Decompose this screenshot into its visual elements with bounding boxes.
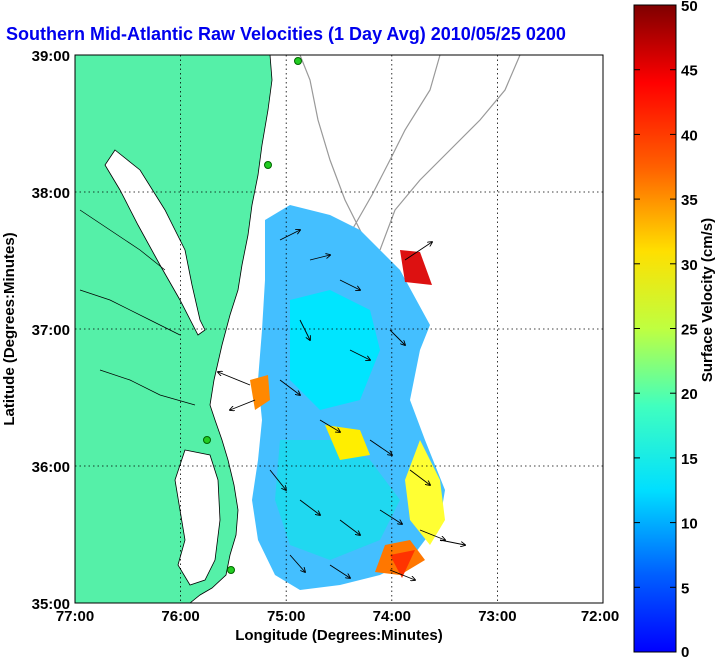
x-tick-label: 77:00: [56, 608, 94, 625]
x-tick-label: 73:00: [478, 608, 516, 625]
y-tick-label: 36:00: [32, 459, 70, 476]
x-tick-label: 74:00: [373, 608, 411, 625]
colorbar-tick-label: 45: [681, 63, 698, 80]
colorbar-tick-label: 25: [681, 322, 698, 339]
colorbar-tick-label: 10: [681, 516, 698, 533]
y-axis-label: Latitude (Degrees:Minutes): [1, 232, 18, 425]
colorbar-tick-label: 50: [681, 0, 698, 15]
sound-water: [174, 449, 221, 586]
grid-lines: [75, 55, 603, 603]
x-tick-label: 75:00: [267, 608, 305, 625]
colorbar-label: Surface Velocity (cm/s): [699, 218, 716, 382]
x-axis-label: Longitude (Degrees:Minutes): [235, 627, 443, 644]
velocity-vectors: [218, 230, 465, 580]
colorbar-tick-label: 15: [681, 451, 698, 468]
y-tick-label: 35:00: [32, 596, 70, 613]
colorbar: 50 45 40 35 30 25 20 15 10 5 0 Surface V…: [633, 0, 716, 659]
map-title: Southern Mid-Atlantic Raw Velocities (1 …: [6, 24, 566, 44]
x-tick-label: 72:00: [581, 608, 619, 625]
y-tick-label: 39:00: [32, 48, 70, 65]
station-markers: [203, 57, 302, 574]
y-tick-label: 38:00: [32, 185, 70, 202]
x-tick-label: 76:00: [161, 608, 199, 625]
velocity-field: [250, 205, 445, 590]
colorbar-tick-label: 5: [681, 580, 689, 597]
colorbar-gradient: [633, 4, 677, 653]
bay-water: [104, 149, 206, 336]
colorbar-tick-label: 35: [681, 192, 698, 209]
colorbar-tick-label: 0: [681, 644, 689, 659]
y-tick-label: 37:00: [32, 322, 70, 339]
colorbar-tick-label: 20: [681, 386, 698, 403]
river-water: [79, 209, 196, 406]
y-axis: 39:00 38:00 37:00 36:00 35:00 Latitude (…: [1, 48, 70, 613]
colorbar-tick-label: 40: [681, 127, 698, 144]
colorbar-tick-label: 30: [681, 257, 698, 274]
x-axis: 77:00 76:00 75:00 74:00 73:00 72:00 Long…: [56, 608, 619, 644]
